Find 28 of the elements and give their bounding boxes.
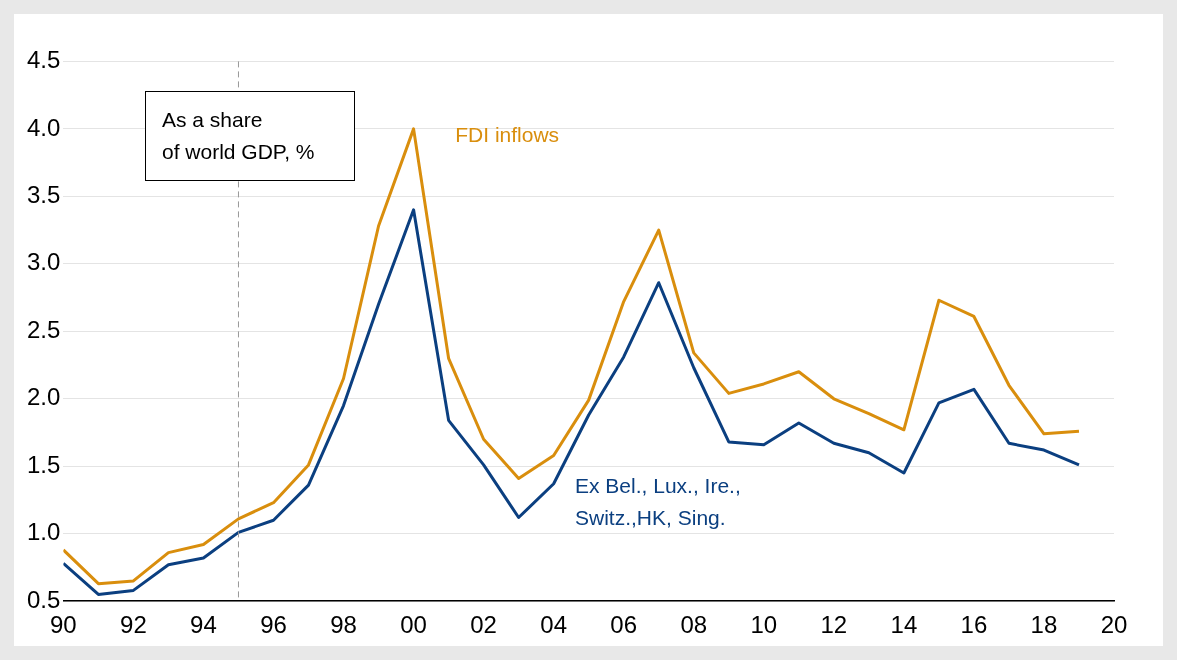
x-tick-label: 06 <box>610 611 638 639</box>
x-tick-label: 10 <box>750 611 778 639</box>
x-tick-label: 16 <box>960 611 988 639</box>
x-tick-label: 12 <box>820 611 848 639</box>
x-tick-label: 98 <box>330 611 357 639</box>
annotation: As a share of world GDP, % <box>145 91 355 181</box>
y-tick-label: 4.5 <box>26 46 61 74</box>
x-tick-label: 94 <box>190 611 217 639</box>
x-tick-label: 90 <box>50 611 77 639</box>
y-tick-label: 3.5 <box>26 180 61 208</box>
x-tick-label: 08 <box>680 611 708 639</box>
series-label: FDI inflows <box>455 123 560 147</box>
y-tick-label: 2.0 <box>26 383 61 411</box>
x-tick-label: 02 <box>470 611 497 639</box>
x-tick-label: 14 <box>890 611 918 639</box>
x-tick-label: 96 <box>260 611 287 639</box>
y-tick-label: 1.0 <box>26 518 61 546</box>
y-tick-label: 3.0 <box>26 248 61 276</box>
x-tick-label: 00 <box>400 611 427 639</box>
y-tick-label: 1.5 <box>26 450 61 478</box>
y-tick-label: 2.5 <box>26 315 61 343</box>
x-tick-label: 92 <box>120 611 147 639</box>
x-tick-label: 04 <box>540 611 568 639</box>
y-tick-label: 4.0 <box>26 113 61 141</box>
x-tick-label: 20 <box>1100 611 1128 639</box>
x-tick-label: 18 <box>1030 611 1058 639</box>
y-tick-label: 0.5 <box>26 585 61 613</box>
series-label: Ex Bel., Lux., Ire., Switz.,HK, Sing. <box>575 474 741 530</box>
